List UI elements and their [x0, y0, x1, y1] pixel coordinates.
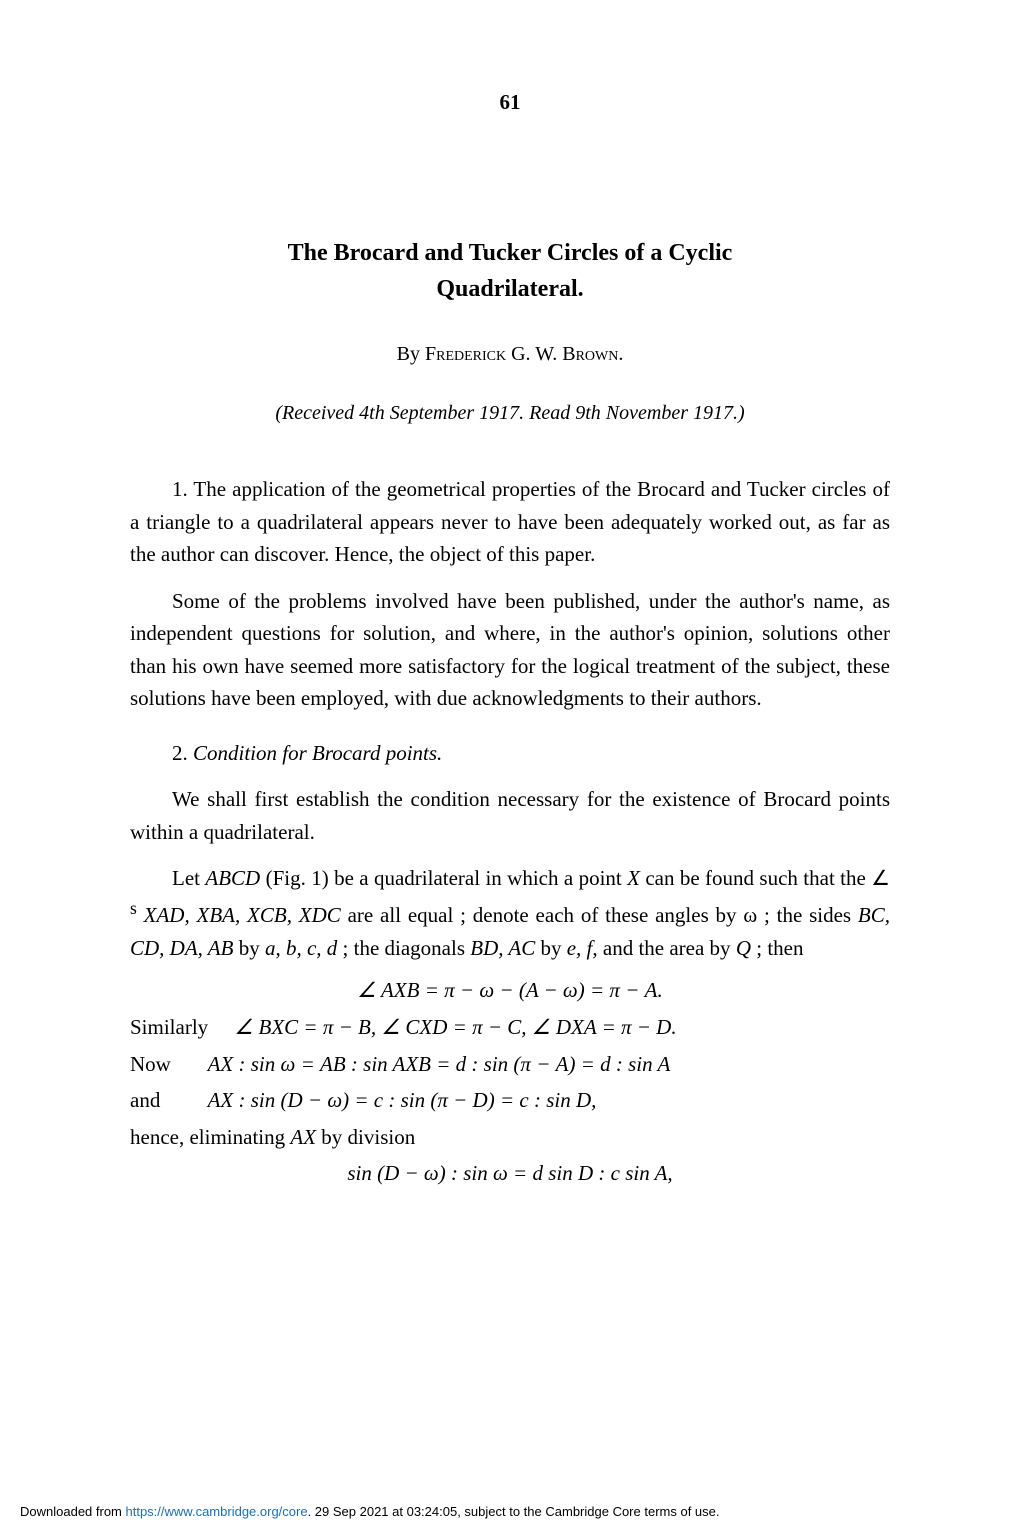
author-line: By Frederick G. W. Brown.: [130, 343, 890, 366]
author-name: Frederick G. W. Brown.: [425, 343, 623, 365]
p4-a: Let: [172, 866, 205, 890]
equation-2-label: Similarly: [130, 1015, 208, 1039]
footer-link[interactable]: https://www.cambridge.org/core: [126, 1504, 308, 1519]
elimination-line: hence, eliminating AX by division: [130, 1121, 890, 1154]
p4-diag: BD, AC: [470, 936, 535, 960]
title-line-1: The Brocard and Tucker Circles of a Cycl…: [288, 240, 733, 266]
p4-x: X: [627, 866, 640, 890]
footer-text-a: Downloaded from: [20, 1504, 126, 1519]
footer-text-b: . 29 Sep 2021 at 03:24:05, subject to th…: [308, 1504, 720, 1519]
author-by: By: [397, 343, 425, 365]
p4-h: by: [535, 936, 567, 960]
elim-a: hence, eliminating: [130, 1125, 290, 1149]
section-2-title: Condition for Brocard points.: [193, 741, 442, 765]
download-footer: Downloaded from https://www.cambridge.or…: [20, 1504, 720, 1519]
p4-abcd: ABCD: [205, 866, 260, 890]
equation-2: ∠ BXC = π − B, ∠ CXD = π − C, ∠ DXA = π …: [234, 1015, 676, 1039]
paragraph-3: We shall first establish the condition n…: [130, 783, 890, 848]
paragraph-2: Some of the problems involved have been …: [130, 585, 890, 715]
equation-4-line: and AX : sin (D − ω) = c : sin (π − D) =…: [130, 1084, 890, 1117]
elim-ax: AX: [290, 1125, 316, 1149]
p4-d: [137, 903, 144, 927]
received-line: (Received 4th September 1917. Read 9th N…: [130, 402, 890, 425]
equation-3: AX : sin ω = AB : sin AXB = d : sin (π −…: [208, 1052, 671, 1076]
p4-q: Q: [736, 936, 751, 960]
equation-2-line: Similarly ∠ BXC = π − B, ∠ CXD = π − C, …: [130, 1011, 890, 1044]
title-line-2: Quadrilateral.: [436, 276, 583, 302]
paragraph-1: 1. The application of the geometrical pr…: [130, 473, 890, 571]
p4-e: are all equal ; denote each of these ang…: [341, 903, 858, 927]
p4-sup: s: [130, 898, 137, 918]
section-2-number: 2.: [172, 741, 193, 765]
p4-i: and the area by: [598, 936, 736, 960]
equation-3-label: Now: [130, 1052, 171, 1076]
p4-abcd2: a, b, c, d: [265, 936, 337, 960]
equation-4: AX : sin (D − ω) = c : sin (π − D) = c :…: [208, 1088, 597, 1112]
equation-4-label: and: [130, 1088, 160, 1112]
p4-j: ; then: [751, 936, 804, 960]
elim-b: by division: [316, 1125, 415, 1149]
p4-b: (Fig. 1) be a quadrilateral in which a p…: [260, 866, 627, 890]
equation-3-line: Now AX : sin ω = AB : sin AXB = d : sin …: [130, 1048, 890, 1081]
paper-title: The Brocard and Tucker Circles of a Cycl…: [130, 235, 890, 307]
equation-5: sin (D − ω) : sin ω = d sin D : c sin A,: [130, 1161, 890, 1186]
p4-c: can be found such that the ∠: [640, 866, 890, 890]
equation-1: ∠ AXB = π − ω − (A − ω) = π − A.: [130, 978, 890, 1003]
paragraph-4: Let ABCD (Fig. 1) be a quadrilateral in …: [130, 862, 890, 964]
p4-ef: e, f,: [567, 936, 598, 960]
p4-f: by: [233, 936, 265, 960]
paper-page: 61 The Brocard and Tucker Circles of a C…: [0, 0, 1020, 1234]
section-2-heading: 2. Condition for Brocard points.: [130, 737, 890, 770]
p4-g: ; the diagonals: [337, 936, 470, 960]
page-number: 61: [130, 90, 890, 115]
p4-angles: XAD, XBA, XCB, XDC: [144, 903, 341, 927]
